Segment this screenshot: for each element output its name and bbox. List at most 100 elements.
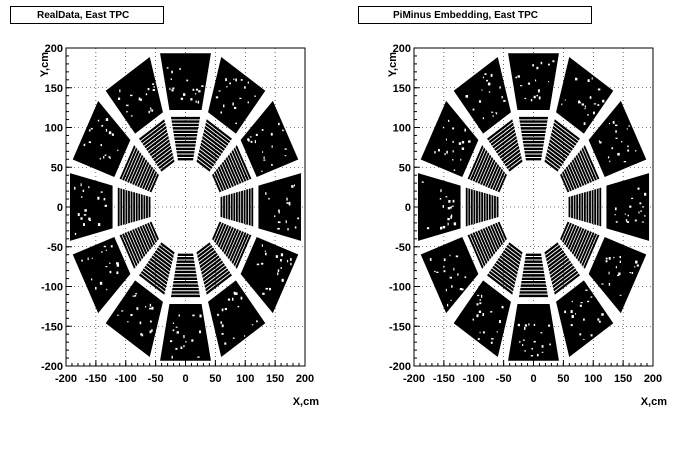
plot-area: -200 -150 -100 -50 0 50 100 150 200 200 150 100 50 0 -… [39, 43, 319, 408]
pad-row [478, 191, 481, 223]
speckle [532, 64, 535, 67]
pad-row [567, 163, 580, 189]
speckle [278, 209, 280, 213]
pad-row [581, 147, 597, 181]
pad-row [134, 159, 148, 186]
speckle [490, 311, 493, 313]
pad-row [548, 255, 568, 272]
speckle [537, 89, 540, 92]
speckle [247, 81, 249, 84]
pad-row [142, 224, 154, 248]
inner-sector-9 [139, 242, 175, 295]
speckle [239, 97, 242, 100]
pad-row [215, 223, 227, 246]
speckle [243, 335, 246, 337]
pad-row [477, 154, 492, 184]
pad-row [470, 189, 473, 225]
pad-row [553, 122, 579, 144]
pad-row [142, 125, 167, 146]
speckle [172, 87, 175, 90]
speckle [117, 314, 119, 316]
pad-row [519, 120, 548, 123]
speckle [153, 86, 156, 88]
pad-row [571, 195, 573, 219]
pad-row [481, 192, 484, 222]
pad-row [575, 154, 590, 184]
speckle [631, 272, 634, 274]
x-tick-label: 0 [182, 373, 188, 385]
speckle [528, 323, 530, 326]
speckle [491, 111, 494, 113]
speckle [593, 103, 597, 105]
speckle [438, 148, 440, 152]
speckle [225, 78, 227, 82]
speckle [231, 297, 234, 301]
y-tick-label: 100 [393, 123, 411, 135]
pad-row [521, 280, 546, 284]
speckle [421, 181, 424, 183]
speckle [640, 210, 643, 212]
speckle [457, 273, 459, 276]
speckle [517, 323, 520, 327]
speckle [288, 202, 291, 206]
pad-row [177, 253, 194, 257]
pad-row [546, 152, 563, 167]
pad-row [160, 159, 175, 172]
pad-row [175, 144, 196, 147]
speckle [201, 85, 204, 87]
speckle [442, 205, 445, 208]
pad-row [560, 221, 570, 241]
outer-sector-6 [72, 100, 131, 177]
speckle [232, 337, 235, 339]
pad-row [596, 188, 599, 226]
pad-row [506, 155, 522, 170]
speckle [547, 63, 550, 66]
speckle [570, 324, 573, 327]
pad-row [550, 132, 573, 151]
pad-row [577, 152, 592, 183]
speckle [587, 114, 589, 116]
x-tick-label: 200 [296, 373, 314, 385]
pad-row [520, 123, 547, 127]
pad-row [204, 125, 229, 146]
outer-sector-11 [208, 280, 266, 358]
data-marks [69, 53, 302, 361]
pad-row [487, 119, 513, 141]
pad-row [508, 242, 523, 255]
speckle [464, 276, 467, 278]
pad-row [174, 274, 197, 277]
pad-row [554, 119, 580, 141]
pad-row [171, 120, 200, 123]
speckle [199, 314, 202, 318]
pad-row [496, 196, 499, 218]
speckle [140, 333, 143, 336]
speckle [482, 76, 485, 79]
speckle [294, 226, 297, 229]
pad-row [475, 231, 490, 262]
speckle [605, 260, 608, 263]
pad-row [200, 255, 220, 272]
pad-row [229, 231, 244, 262]
pad-row [137, 161, 150, 188]
speckle [249, 136, 252, 138]
speckle [297, 217, 300, 220]
speckle [478, 310, 482, 314]
speckle [197, 100, 200, 104]
x-tick-label: -50 [496, 373, 512, 385]
speckle [580, 102, 582, 104]
speckle [479, 302, 482, 305]
pad-row [470, 147, 486, 181]
speckle [278, 221, 281, 224]
speckle [429, 258, 432, 261]
speckle [108, 131, 112, 135]
pad-row [523, 144, 544, 147]
speckle [461, 288, 464, 291]
speckle [637, 187, 640, 190]
pad-row [525, 257, 542, 260]
speckle [635, 149, 637, 152]
speckle [601, 283, 604, 285]
x-tick-label: -100 [463, 373, 485, 385]
speckle [641, 221, 645, 223]
speckle [126, 111, 128, 113]
speckle [260, 262, 264, 265]
